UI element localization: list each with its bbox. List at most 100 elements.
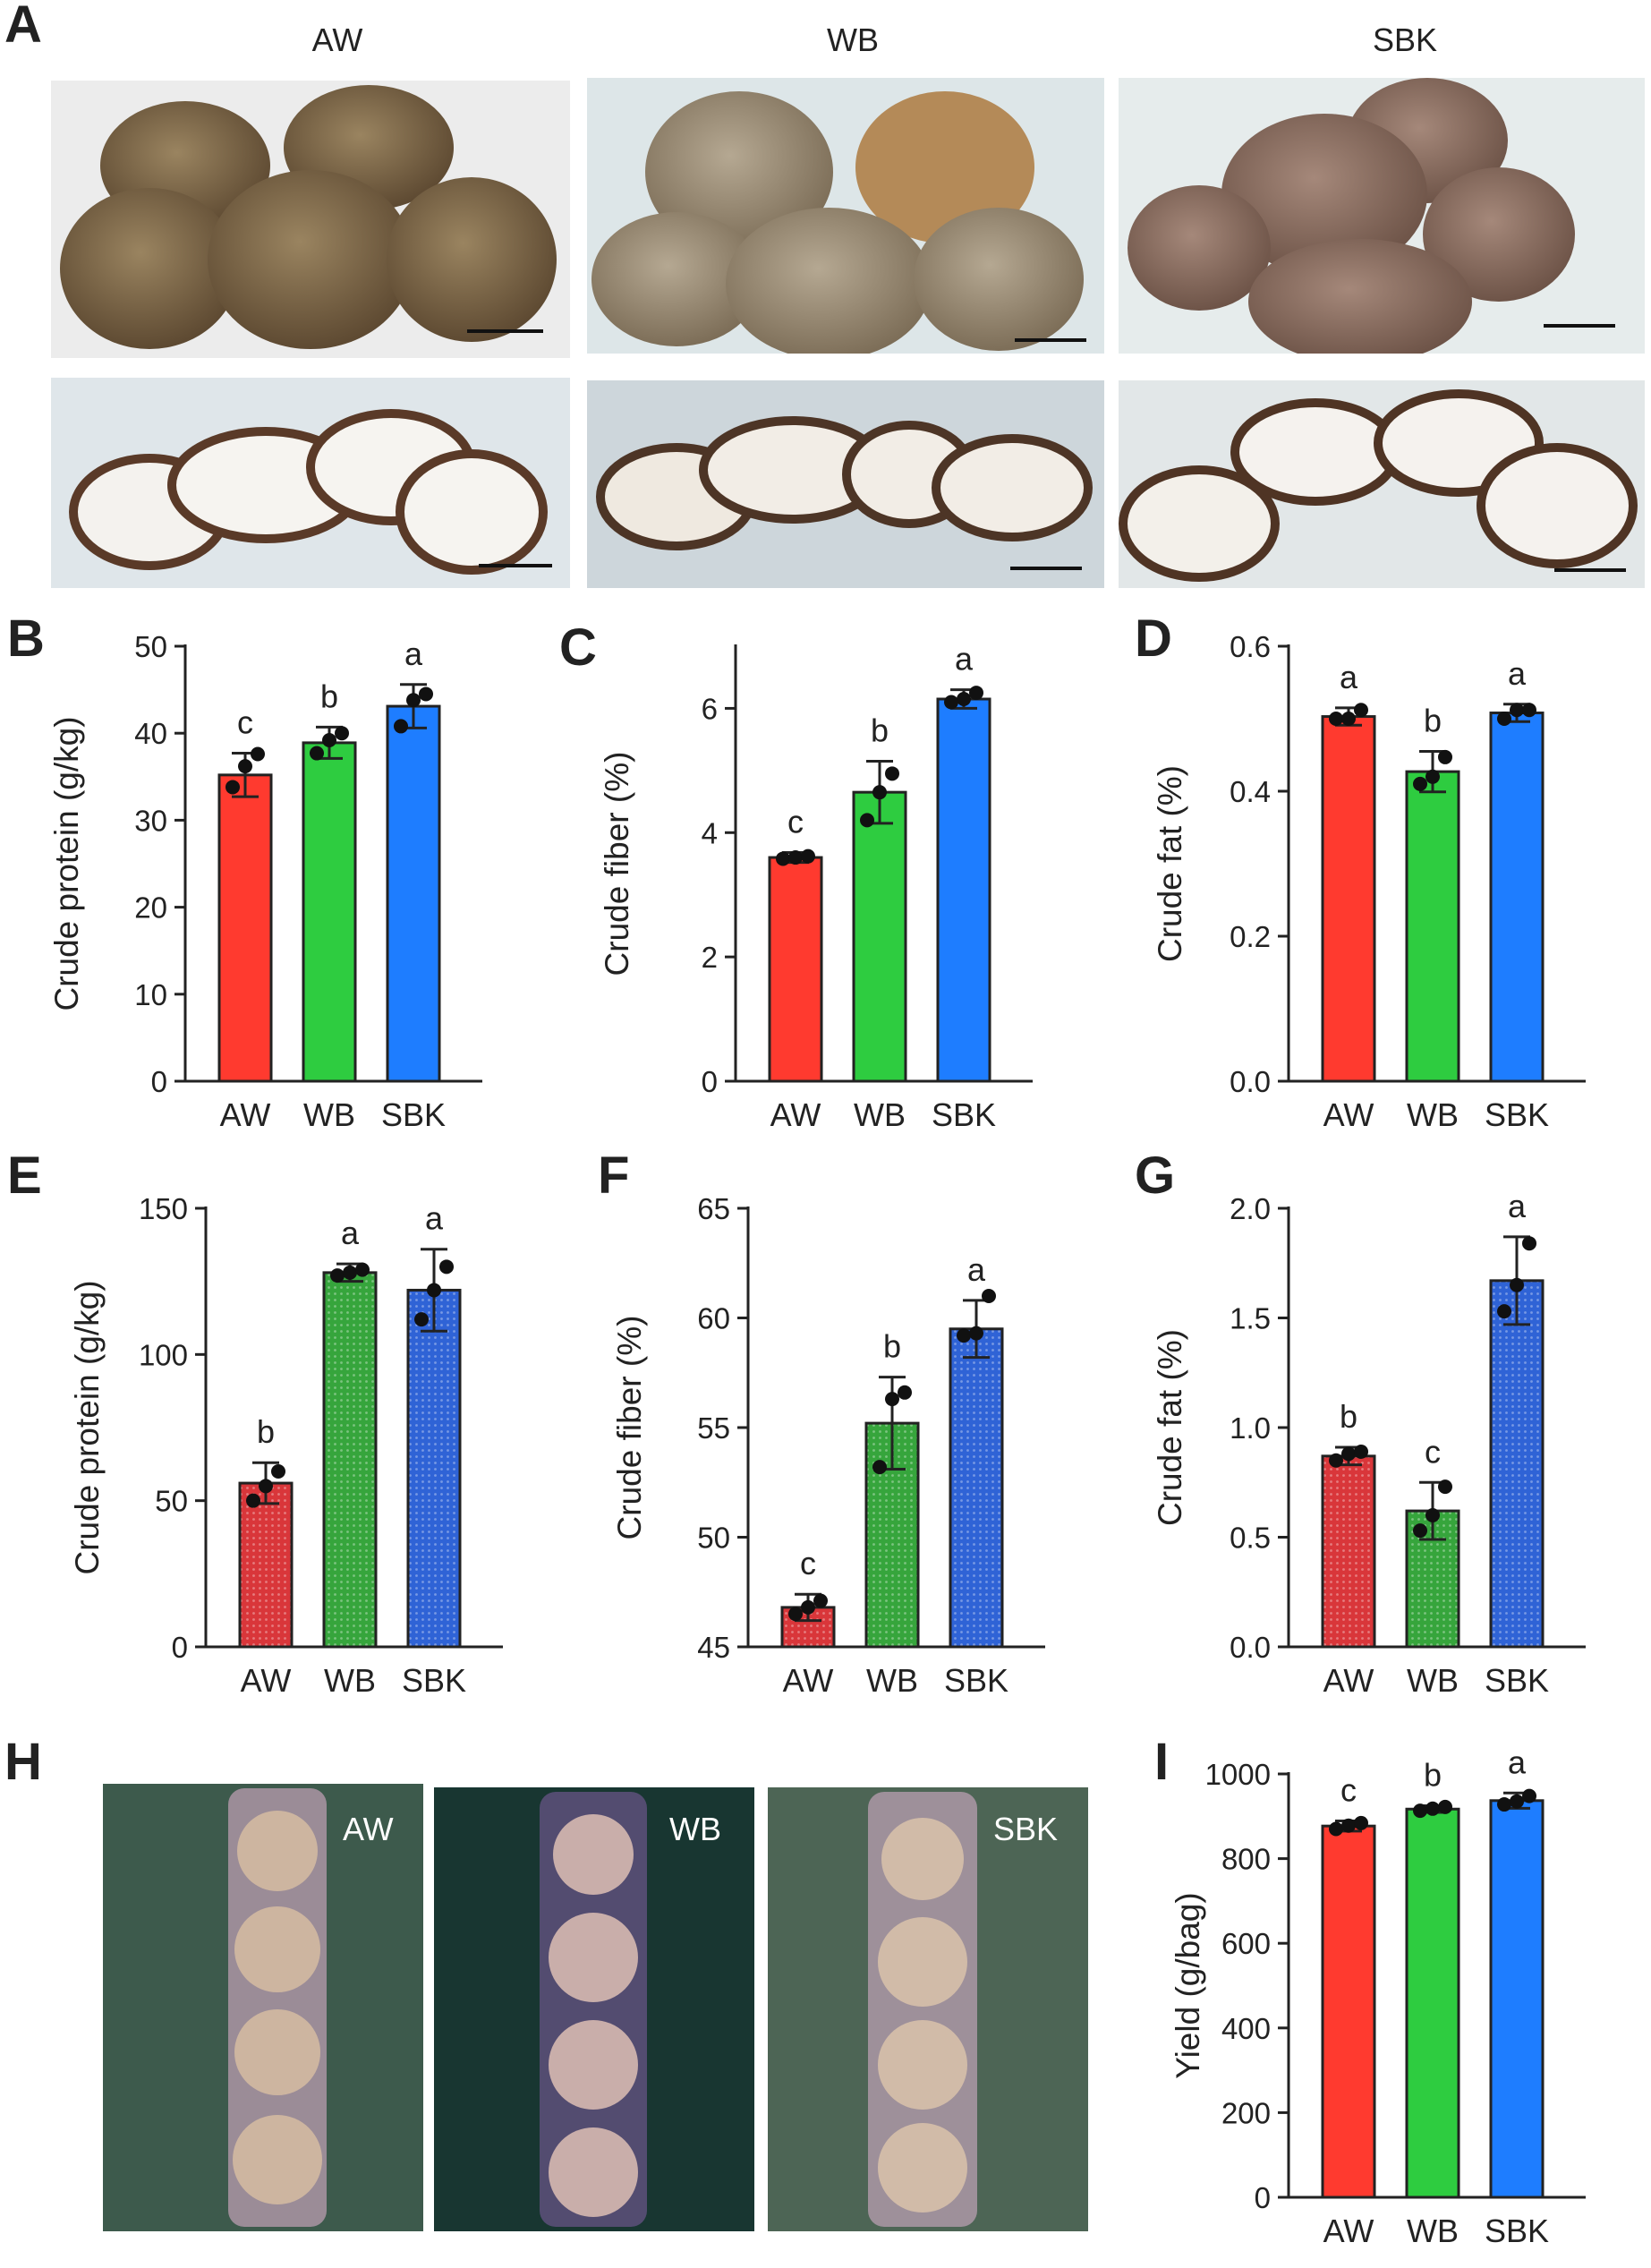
data-point-b [226,780,240,795]
y-axis-label-c: Crude fiber (%) [599,752,635,976]
significance-letter-c: b [871,712,889,748]
data-point-b [238,759,252,774]
y-tick-label-g: 2.0 [1230,1192,1271,1225]
data-point-f [801,1599,815,1615]
data-point-b [251,746,265,762]
y-tick-label-e: 100 [139,1338,188,1371]
bar-e-sbk [406,1288,462,1649]
data-point-c [944,695,958,710]
significance-letter-e: a [425,1200,444,1237]
data-point-i [1497,1797,1511,1812]
x-tick-label-d: AW [1323,1096,1374,1133]
data-point-f [982,1289,996,1303]
photo-sbk-bag [768,1787,1088,2231]
significance-letter-f: c [800,1545,816,1582]
bar-e-wb [322,1271,378,1649]
bag-label-aw: AW [343,1811,394,1847]
x-tick-label-e: AW [241,1662,292,1699]
photo-aw-caps [51,81,570,358]
y-tick-label-i: 800 [1221,1843,1271,1876]
data-point-i [1341,1818,1356,1833]
chart-f: 45 50 55 60 65 Crude fiber (%) c AW b WB a SBK [611,1192,1045,1699]
significance-letter-b: c [237,704,253,741]
y-tick-label-d: 0.4 [1230,775,1271,808]
photo-label-wb: WB [827,21,879,58]
y-tick-label-i: 200 [1221,2096,1271,2129]
bar-c-wb [852,790,907,1083]
data-point-g [1438,1479,1452,1495]
y-axis-label-e: Crude protein (g/kg) [69,1280,106,1574]
bar-b-sbk [386,704,441,1083]
x-tick-label-d: WB [1407,1096,1459,1133]
data-point-e [271,1464,285,1479]
significance-letter-c: a [955,641,974,678]
bag-label-wb: WB [669,1811,721,1847]
x-tick-label-i: AW [1323,2213,1374,2249]
data-point-g [1522,1236,1536,1251]
y-tick-label-b: 30 [134,804,167,837]
chart-b: 0 10 20 30 40 50 Crude protein (g/kg) c AW b WB a SB… [48,630,482,1133]
chart-c: 0 2 4 6 Crude fiber (%) c AW b WB a SBK [599,641,1033,1133]
photo-sbk-caps [1119,78,1645,354]
data-point-c [957,692,971,707]
data-point-e [427,1283,441,1298]
x-tick-label-c: WB [854,1096,906,1133]
x-tick-label-f: WB [866,1662,918,1699]
bar-d-aw [1321,715,1376,1083]
y-tick-label-f: 65 [697,1192,730,1225]
bar-i-sbk [1489,1799,1545,2199]
data-point-d [1341,712,1356,726]
photo-aw-slices [51,378,570,588]
data-point-c [801,848,815,864]
data-point-c [776,851,790,866]
y-tick-label-d: 0.0 [1230,1065,1271,1098]
data-point-b [406,693,421,708]
data-point-d [1329,712,1343,726]
data-point-d [1510,703,1524,718]
bar-c-sbk [936,697,991,1083]
data-point-g [1497,1304,1511,1319]
significance-letter-i: b [1424,1756,1442,1793]
y-tick-label-c: 6 [702,692,718,725]
significance-letter-f: a [967,1251,986,1288]
data-point-f [788,1607,803,1622]
significance-letter-g: c [1425,1433,1441,1470]
y-tick-label-b: 50 [134,630,167,663]
bar-f-sbk [949,1327,1004,1649]
significance-letter-d: a [1340,659,1358,695]
data-point-e [343,1265,357,1280]
data-point-i [1522,1788,1536,1803]
y-tick-label-g: 0.5 [1230,1522,1271,1555]
data-point-f [969,1326,983,1341]
y-tick-label-g: 0.0 [1230,1631,1271,1664]
data-point-d [1497,712,1511,726]
significance-letter-g: b [1340,1398,1357,1435]
data-point-i [1413,1803,1427,1819]
x-tick-label-g: SBK [1485,1662,1549,1699]
data-point-f [898,1385,912,1400]
data-point-d [1522,703,1536,718]
panel-letter-h: H [4,1733,42,1791]
y-tick-label-c: 4 [702,816,718,849]
photo-aw-bag [103,1784,423,2231]
photo-wb-caps [587,78,1104,354]
photo-sbk-slices [1119,380,1645,588]
y-tick-label-b: 20 [134,891,167,925]
data-point-b [322,732,336,747]
bar-d-wb [1405,770,1460,1083]
data-point-c [788,850,803,865]
x-tick-label-e: WB [324,1662,376,1699]
bar-b-wb [302,741,357,1083]
chart-e: 0 50 100 150 Crude protein (g/kg) b AW a WB a SBK [69,1192,503,1699]
data-point-i [1438,1799,1452,1814]
bar-i-aw [1321,1824,1376,2199]
bar-b-aw [217,773,273,1083]
data-point-i [1510,1794,1524,1809]
x-tick-label-c: SBK [932,1096,996,1133]
y-tick-label-b: 10 [134,978,167,1011]
data-point-c [969,686,983,701]
data-point-g [1354,1444,1368,1459]
x-tick-label-b: AW [220,1096,271,1133]
y-tick-label-c: 2 [702,941,718,974]
y-tick-label-f: 60 [697,1302,730,1335]
